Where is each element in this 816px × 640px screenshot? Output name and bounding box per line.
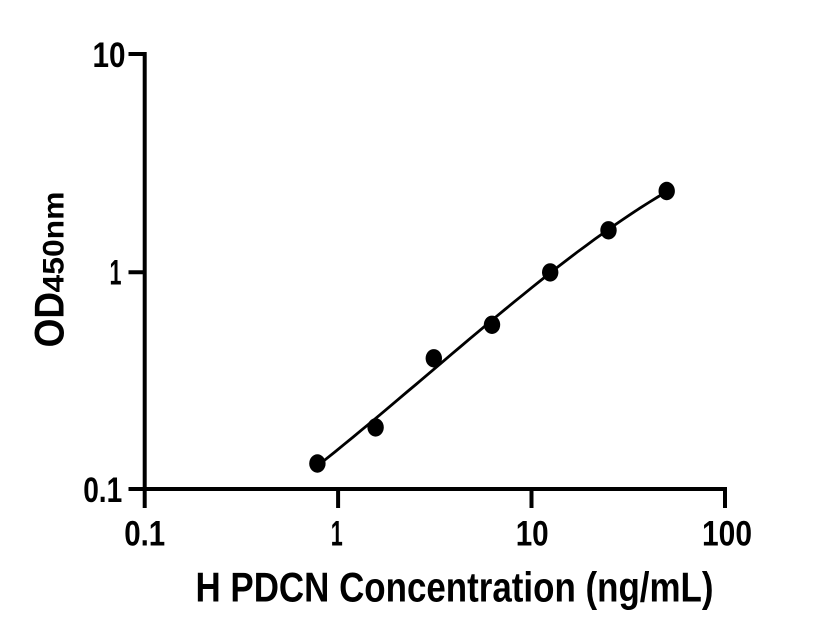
svg-text:10: 10	[93, 36, 126, 75]
svg-text:H PDCN Concentration (ng/mL): H PDCN Concentration (ng/mL)	[196, 564, 714, 611]
svg-text:0.1: 0.1	[124, 515, 165, 554]
svg-text:450nm: 450nm	[38, 192, 71, 293]
svg-text:1: 1	[110, 254, 122, 293]
svg-text:0.1: 0.1	[83, 471, 122, 510]
svg-text:10: 10	[516, 515, 549, 554]
svg-text:1: 1	[331, 515, 343, 554]
svg-text:OD: OD	[26, 292, 73, 348]
svg-text:100: 100	[702, 515, 752, 554]
